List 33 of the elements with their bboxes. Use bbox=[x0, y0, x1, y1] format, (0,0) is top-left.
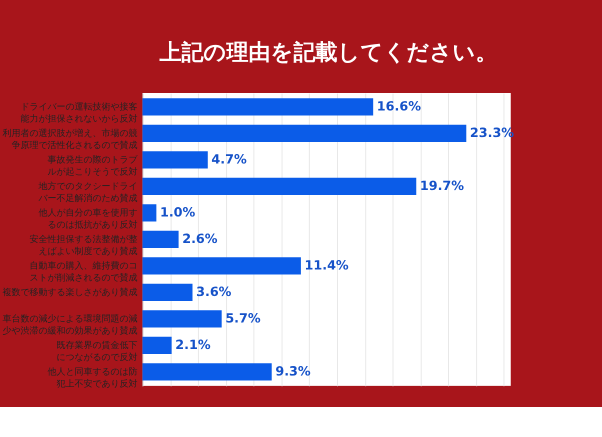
data-label: 2.1% bbox=[175, 338, 211, 354]
bar bbox=[142, 310, 222, 328]
chart-title: 上記の理由を記載してください。 bbox=[158, 40, 498, 66]
bar bbox=[142, 124, 466, 142]
y-tick-label: 車台数の減少による環境問題の減少や渋滞の緩和の効果があり賛成 bbox=[2, 314, 138, 336]
y-tick-label: ドライバーの運転技術や接客能力が担保されないから反対 bbox=[20, 102, 138, 124]
bar bbox=[142, 151, 208, 169]
data-label: 16.6% bbox=[376, 100, 422, 115]
data-label: 19.7% bbox=[420, 179, 464, 194]
data-label: 5.7% bbox=[225, 312, 261, 327]
y-tick-label: 自動車の購入、維持費のコストが削減されるので賛成 bbox=[29, 260, 138, 284]
y-tick-label: 他人と同車するのは防犯上不安であり反対 bbox=[47, 366, 138, 390]
bar bbox=[142, 284, 192, 302]
data-label: 3.6% bbox=[196, 285, 232, 300]
y-tick-label: 安全性担保する法整備が整えばよい制度であり賛成 bbox=[29, 234, 138, 257]
bar bbox=[142, 257, 301, 275]
y-tick-label: 他人が自分の車を使用するのは抵抗があり反対 bbox=[38, 208, 138, 230]
bar bbox=[142, 178, 416, 196]
data-label: 9.3% bbox=[275, 364, 311, 380]
y-tick-label: 複数で移動する楽しさがあり賛成 bbox=[2, 287, 138, 298]
y-tick-label: 利用者の選択肢が増え、市場の競争原理で活性化されるので賛成 bbox=[2, 128, 138, 151]
y-tick-label: 既存業界の賃金低下につながるので反対 bbox=[56, 340, 138, 363]
bar bbox=[142, 204, 156, 222]
data-label: 2.6% bbox=[182, 232, 218, 248]
data-label: 1.0% bbox=[160, 206, 196, 221]
bar bbox=[142, 230, 179, 248]
data-label: 4.7% bbox=[211, 152, 247, 168]
data-label: 11.4% bbox=[304, 258, 349, 274]
y-tick-label: 事故発生の際のトラブルが起こりそうで反対 bbox=[47, 154, 138, 178]
y-tick-label: 地方でのタクシードライバー不足解消のため賛成 bbox=[37, 181, 138, 204]
bar bbox=[142, 336, 172, 354]
bar bbox=[142, 363, 272, 381]
bar bbox=[142, 98, 374, 116]
